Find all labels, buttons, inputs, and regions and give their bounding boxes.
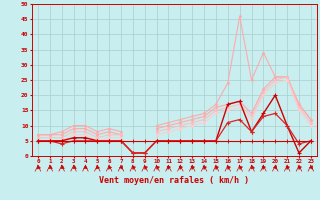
X-axis label: Vent moyen/en rafales ( km/h ): Vent moyen/en rafales ( km/h ): [100, 176, 249, 185]
